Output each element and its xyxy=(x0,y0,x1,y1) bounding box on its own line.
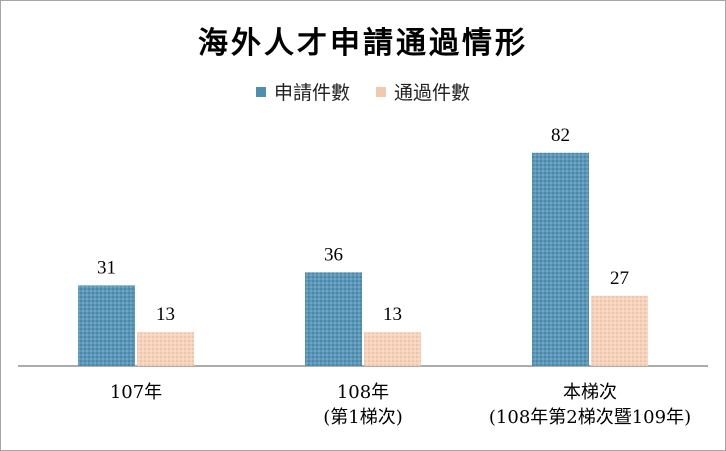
category-label-1: 108年 (第1梯次) xyxy=(248,380,478,430)
bar-applications-2 xyxy=(532,152,589,366)
data-label-approvals-1: 13 xyxy=(383,304,402,325)
bar-approvals-2 xyxy=(591,295,648,366)
category-label-line: 108年 xyxy=(336,382,390,403)
chart-title: 海外人才申請通過情形 xyxy=(198,26,528,61)
data-label-applications-1: 36 xyxy=(324,244,343,265)
category-label-line: (第1梯次) xyxy=(323,407,403,428)
legend-item-approvals: 通過件數 xyxy=(376,78,470,105)
bar-applications-1 xyxy=(305,272,362,366)
legend-label-approvals: 通過件數 xyxy=(394,82,471,104)
category-label-line: (108年第2梯次暨109年) xyxy=(488,407,692,428)
bar-approvals-0 xyxy=(137,332,194,366)
data-label-approvals-0: 13 xyxy=(156,304,175,325)
category-label-line: 本梯次 xyxy=(563,382,617,403)
legend-item-applications: 申請件數 xyxy=(255,78,350,105)
legend-label-applications: 申請件數 xyxy=(273,82,350,104)
bar-applications-0 xyxy=(78,285,135,366)
legend: 申請件數 通過件數 xyxy=(0,78,726,105)
legend-swatch-approvals xyxy=(376,86,386,97)
category-label-line: 107年 xyxy=(109,382,163,403)
legend-swatch-applications xyxy=(255,86,266,97)
bar-approvals-1 xyxy=(364,332,421,366)
data-label-applications-0: 31 xyxy=(97,257,116,278)
data-label-approvals-2: 27 xyxy=(610,268,629,289)
category-label-0: 107年 xyxy=(21,380,251,405)
data-label-applications-2: 82 xyxy=(551,125,570,146)
category-label-2: 本梯次 (108年第2梯次暨109年) xyxy=(475,380,705,430)
